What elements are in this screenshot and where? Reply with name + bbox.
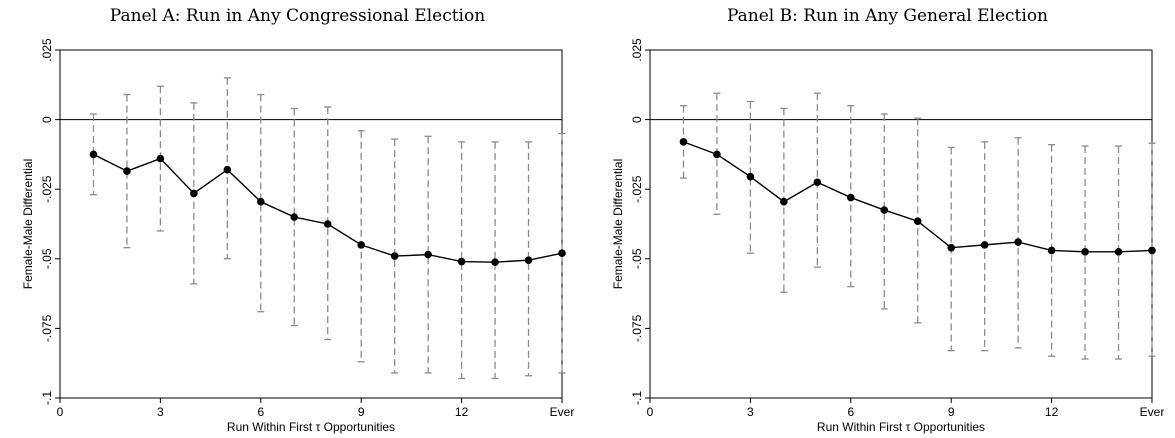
data-point bbox=[290, 213, 299, 221]
data-point bbox=[558, 249, 566, 258]
x-axis-label: Run Within First τ Opportunities bbox=[817, 420, 985, 434]
x-tick-label: 12 bbox=[455, 405, 469, 419]
y-axis-label: Female-Male Differential bbox=[21, 159, 35, 290]
x-tick-label: 12 bbox=[1045, 405, 1059, 419]
plot-frame bbox=[59, 49, 563, 399]
data-point bbox=[524, 256, 533, 264]
data-point bbox=[780, 197, 788, 206]
panel-a: Panel A: Run in Any Congressional Electi… bbox=[10, 0, 585, 438]
data-point bbox=[123, 167, 131, 175]
x-tick-label: 0 bbox=[57, 405, 64, 419]
data-point bbox=[1014, 238, 1022, 246]
x-tick-label: 6 bbox=[257, 405, 264, 419]
y-tick-label: -.025 bbox=[630, 175, 644, 203]
data-point bbox=[1081, 248, 1089, 256]
data-point bbox=[880, 206, 889, 214]
x-tick-label: 6 bbox=[847, 405, 854, 419]
y-tick-label: -.1 bbox=[40, 391, 54, 405]
data-point bbox=[323, 220, 332, 228]
data-point bbox=[257, 197, 265, 206]
data-point bbox=[190, 189, 198, 198]
y-tick-label: -.025 bbox=[40, 175, 54, 203]
data-point bbox=[679, 138, 688, 146]
y-tick-label: 0 bbox=[40, 116, 54, 123]
x-tick-label: Ever bbox=[1140, 405, 1165, 419]
data-point bbox=[457, 257, 466, 266]
chart-title: Panel B: Run in Any General Election bbox=[726, 6, 1049, 26]
data-point bbox=[491, 258, 499, 266]
x-tick-label: Ever bbox=[550, 405, 575, 419]
data-point bbox=[813, 178, 822, 187]
y-tick-label: -.075 bbox=[40, 314, 54, 342]
y-tick-label: -.075 bbox=[630, 314, 644, 342]
y-tick-label: -.05 bbox=[40, 248, 54, 269]
data-point bbox=[223, 165, 232, 174]
y-tick-label: 0 bbox=[630, 116, 644, 123]
data-point bbox=[156, 154, 165, 163]
x-axis-label: Run Within First τ Opportunities bbox=[227, 420, 395, 434]
data-point bbox=[357, 241, 366, 249]
data-point bbox=[947, 243, 955, 252]
y-tick-label: -.1 bbox=[630, 391, 644, 405]
y-tick-label: -.05 bbox=[630, 248, 644, 269]
data-point bbox=[390, 252, 399, 260]
y-tick-label: .025 bbox=[630, 38, 644, 62]
plot-frame bbox=[649, 49, 1153, 399]
x-tick-label: 3 bbox=[157, 405, 164, 419]
y-axis-label: Female-Male Differential bbox=[611, 159, 625, 290]
data-point bbox=[746, 172, 755, 181]
x-tick-label: 9 bbox=[358, 405, 365, 419]
x-tick-label: 0 bbox=[647, 405, 654, 419]
panel-b: Panel B: Run in Any General Election .02… bbox=[600, 0, 1175, 438]
data-point bbox=[980, 241, 989, 249]
data-point bbox=[1047, 246, 1056, 255]
data-point bbox=[89, 150, 98, 159]
data-point bbox=[847, 193, 855, 202]
chart-title: Panel A: Run in Any Congressional Electi… bbox=[109, 6, 486, 26]
data-point bbox=[424, 250, 432, 259]
x-tick-label: 9 bbox=[948, 405, 955, 419]
y-tick-label: .025 bbox=[40, 38, 54, 62]
data-point bbox=[1148, 246, 1156, 255]
data-point bbox=[713, 150, 721, 159]
x-tick-label: 3 bbox=[747, 405, 754, 419]
data-point bbox=[1114, 248, 1123, 256]
data-point bbox=[913, 217, 922, 226]
